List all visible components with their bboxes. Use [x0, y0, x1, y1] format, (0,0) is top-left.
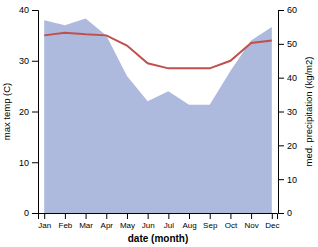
tick-label: 20: [287, 141, 297, 151]
tick-label: Jan: [38, 221, 51, 230]
tick-mark: [210, 213, 211, 219]
tick: Mar: [79, 213, 93, 230]
tick-label: Sep: [203, 221, 218, 230]
tick-mark: [127, 213, 128, 219]
tick-mark: [32, 61, 38, 62]
tick-mark: [230, 213, 231, 219]
tick-label: 10: [19, 158, 29, 168]
tick-label: Jul: [164, 221, 174, 230]
tick-label: Mar: [79, 221, 93, 230]
axis-line: [279, 11, 285, 214]
tick-mark: [32, 162, 38, 163]
tick-mark: [86, 213, 87, 219]
tick: Apr: [101, 213, 114, 230]
axis-line: [39, 214, 278, 220]
tick-mark: [65, 213, 66, 219]
tick-label: Aug: [182, 221, 196, 230]
tick-label: Dec: [265, 221, 279, 230]
chart: Jan Feb Mar Apr May Jun Jul Aug Sep Oct Nov Dec 0 10 2…: [0, 0, 318, 247]
tick: 10: [19, 158, 38, 168]
tick-mark: [168, 213, 169, 219]
tick-mark: [251, 213, 252, 219]
y2-axis: 0 10 20 30 40 50 60: [278, 5, 297, 218]
x-axis-title: date (month): [128, 233, 189, 244]
tick: Jul: [164, 213, 174, 230]
tick-mark: [32, 112, 38, 113]
tick: 60: [278, 5, 297, 15]
y2-axis-title: med. precipitation (kg/m2): [303, 57, 314, 167]
tick: 30: [19, 56, 38, 66]
tick-label: May: [120, 221, 135, 230]
tick-mark: [278, 44, 284, 45]
tick: Sep: [203, 213, 218, 230]
marks: [44, 18, 272, 213]
temperature-line: [44, 33, 272, 69]
x-axis: Jan Feb Mar Apr May Jun Jul Aug Sep Oct Nov Dec: [38, 213, 279, 230]
tick-mark: [278, 10, 284, 11]
tick-mark: [148, 213, 149, 219]
tick-label: 20: [19, 107, 29, 117]
tick: Feb: [58, 213, 72, 230]
tick-mark: [278, 179, 284, 180]
plot: Jan Feb Mar Apr May Jun Jul Aug Sep Oct Nov Dec 0 10 2…: [19, 5, 297, 229]
tick: 30: [278, 107, 297, 117]
tick-label: Nov: [244, 221, 258, 230]
tick: Jan: [38, 213, 51, 230]
tick-label: 40: [287, 73, 297, 83]
tick-mark: [44, 213, 45, 219]
tick: 50: [278, 39, 297, 49]
tick-mark: [32, 10, 38, 11]
tick-mark: [278, 145, 284, 146]
axis-line: [32, 11, 39, 214]
tick: 0: [278, 208, 292, 218]
tick-label: Jun: [142, 221, 155, 230]
tick: Oct: [225, 213, 238, 230]
tick-label: 50: [287, 39, 297, 49]
tick: 40: [278, 73, 297, 83]
y-axis-title: max temp (C): [1, 83, 12, 141]
tick: Jun: [142, 213, 155, 230]
tick: Aug: [182, 213, 196, 230]
tick: May: [120, 213, 135, 230]
tick: 0: [24, 208, 38, 218]
tick: Dec: [265, 213, 279, 230]
tick: 40: [19, 5, 38, 15]
tick-label: 30: [19, 56, 29, 66]
tick-label: 0: [287, 208, 292, 218]
tick: 20: [19, 107, 38, 117]
tick-label: Feb: [58, 221, 72, 230]
tick-mark: [272, 213, 273, 219]
tick-mark: [278, 213, 284, 214]
tick-mark: [278, 112, 284, 113]
tick-label: 60: [287, 5, 297, 15]
tick-label: Apr: [101, 221, 114, 230]
tick-label: 40: [19, 5, 29, 15]
tick: 20: [278, 141, 297, 151]
tick: Nov: [244, 213, 258, 230]
tick-mark: [106, 213, 107, 219]
tick-mark: [278, 78, 284, 79]
precipitation-area: [44, 18, 272, 213]
tick-label: Oct: [225, 221, 238, 230]
y-axis: 0 10 20 30 40: [19, 5, 39, 218]
tick-mark: [189, 213, 190, 219]
tick-label: 0: [24, 208, 29, 218]
tick-label: 30: [287, 107, 297, 117]
tick: 10: [278, 175, 297, 185]
tick-label: 10: [287, 175, 297, 185]
tick-mark: [32, 213, 38, 214]
